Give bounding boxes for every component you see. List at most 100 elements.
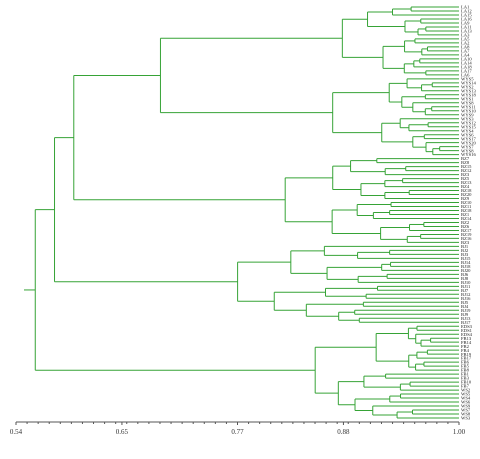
leaf-label: WS4 [461, 396, 471, 401]
leaf-label: FB3 [461, 376, 470, 381]
leaf-label: BJ14 [461, 260, 471, 265]
leaf-label: LA9 [461, 21, 470, 26]
axis-tick-label: 1.00 [453, 428, 466, 436]
leaf-label: BJ19 [461, 308, 471, 313]
leaf-label: LA16 [461, 17, 472, 22]
leaf-label: LA14 [461, 60, 472, 65]
leaf-label: BZ7 [461, 156, 470, 161]
leaf-label: LA6 [461, 72, 470, 77]
leaf-label: BJ16 [461, 296, 471, 301]
leaf-label: BJ17 [461, 320, 471, 325]
leaf-label: BJ5 [461, 300, 469, 305]
leaf-label: BZ10 [461, 200, 472, 205]
axis-tick-label: 0.88 [337, 428, 350, 436]
leaf-label: WYS13 [461, 88, 477, 93]
leaf-label: WYS11 [461, 104, 476, 109]
leaf-label: FB6 [461, 360, 470, 365]
leaf-label: BJ7 [461, 288, 469, 293]
leaf-label: WYS14 [461, 80, 477, 85]
leaf-label: BZ15 [461, 164, 472, 169]
leaf-label: FB13 [461, 336, 472, 341]
leaf-label: WYS17 [461, 136, 477, 141]
leaf-label: FB7 [461, 384, 470, 389]
leaf-label: FB5 [461, 364, 470, 369]
leaf-label: BJ18 [461, 264, 471, 269]
leaf-label: BZ3 [461, 172, 470, 177]
leaf-label: WYS1 [461, 96, 474, 101]
leaf-label: BZ11 [461, 204, 472, 209]
leaf-label: WYS8 [461, 148, 474, 153]
leaf-label: LA8 [461, 45, 470, 50]
leaf-label: LA15 [461, 13, 472, 18]
leaf-label: BZ1 [461, 212, 470, 217]
leaf-label: BZ9 [461, 196, 470, 201]
leaf-label: WYS18 [461, 92, 477, 97]
leaf-label: BZ16 [461, 236, 472, 241]
leaf-label: BZ18 [461, 188, 472, 193]
leaf-label: BJ9 [461, 312, 469, 317]
leaf-label: BZ4 [461, 184, 470, 189]
leaf-label: BZ17 [461, 228, 472, 233]
leaf-label: BJ12 [461, 292, 471, 297]
leaf-label: LA11 [461, 25, 472, 30]
leaf-label: WYS16 [461, 152, 477, 157]
leaf-label: LA12 [461, 9, 472, 14]
leaf-label: FB2 [461, 344, 470, 349]
leaf-label: WYS15 [461, 124, 477, 129]
leaf-label: LA5 [461, 37, 470, 42]
leaf-label: WS9 [461, 404, 471, 409]
leaf-label: BJ4 [461, 304, 469, 309]
leaf-label: WS6 [461, 400, 471, 405]
leaf-label: BZ2 [461, 220, 470, 225]
leaf-label: WYS4 [461, 128, 474, 133]
leaf-label: BZ3 [461, 240, 470, 245]
leaf-label: FB4 [461, 348, 470, 353]
leaf-label: FB10 [461, 380, 472, 385]
leaf-label: BZ8 [461, 160, 470, 165]
leaf-label: BJ11 [461, 284, 471, 289]
leaf-label: WYS7 [461, 144, 474, 149]
leaf-label: BZ18 [461, 208, 472, 213]
leaf-label: WS7 [461, 408, 471, 413]
leaf-label: BZ12 [461, 168, 472, 173]
leaf-label: WYS20 [461, 140, 477, 145]
leaf-label: WS8 [461, 412, 471, 417]
leaf-label: LA2 [461, 41, 470, 46]
leaf-label: BJ1 [461, 244, 469, 249]
axis-tick-label: 0.65 [116, 428, 129, 436]
leaf-label: WYS9 [461, 112, 474, 117]
leaf-label: EDS3 [461, 324, 473, 329]
leaf-label: BZ13 [461, 180, 472, 185]
leaf-label: BJ3 [461, 252, 469, 257]
leaf-label: LA3 [461, 33, 470, 38]
leaf-label: WS5 [461, 392, 471, 397]
leaf-label: BJ20 [461, 268, 471, 273]
leaf-label: LA4 [461, 52, 470, 57]
leaf-label: WYS2 [461, 84, 474, 89]
leaf-label: BZ5 [461, 176, 470, 181]
leaf-label: BJ10 [461, 280, 471, 285]
leaf-labels: LA1LA12LA15LA16LA9LA11LA13LA3LA5LA2LA8LA… [461, 5, 477, 421]
axis-tick-label: 0.54 [10, 428, 23, 436]
leaf-label: BJ15 [461, 256, 471, 261]
leaf-label: WYS8 [461, 100, 474, 105]
leaf-label: FB8 [461, 368, 470, 373]
leaf-label: BJ2 [461, 248, 469, 253]
similarity-axis: 0.54 0.65 0.77 0.88 1.00 [10, 421, 466, 436]
leaf-label: FB1 [461, 372, 470, 377]
leaf-label: EDS4 [461, 332, 473, 337]
leaf-label: BJ6 [461, 272, 469, 277]
leaf-label: LA7 [461, 48, 470, 53]
leaf-label: BJ8 [461, 276, 469, 281]
leaf-label: BJ13 [461, 316, 471, 321]
leaf-label: LA13 [461, 29, 472, 34]
leaf-label: LA10 [461, 56, 472, 61]
leaf-label: FB17 [461, 356, 472, 361]
leaf-label: BZ20 [461, 192, 472, 197]
leaf-label: WYS5 [461, 76, 474, 81]
leaf-label: BZ19 [461, 232, 472, 237]
axis-tick-label: 0.77 [231, 428, 244, 436]
leaf-label: WS2 [461, 388, 471, 393]
leaf-label: BZ6 [461, 224, 470, 229]
